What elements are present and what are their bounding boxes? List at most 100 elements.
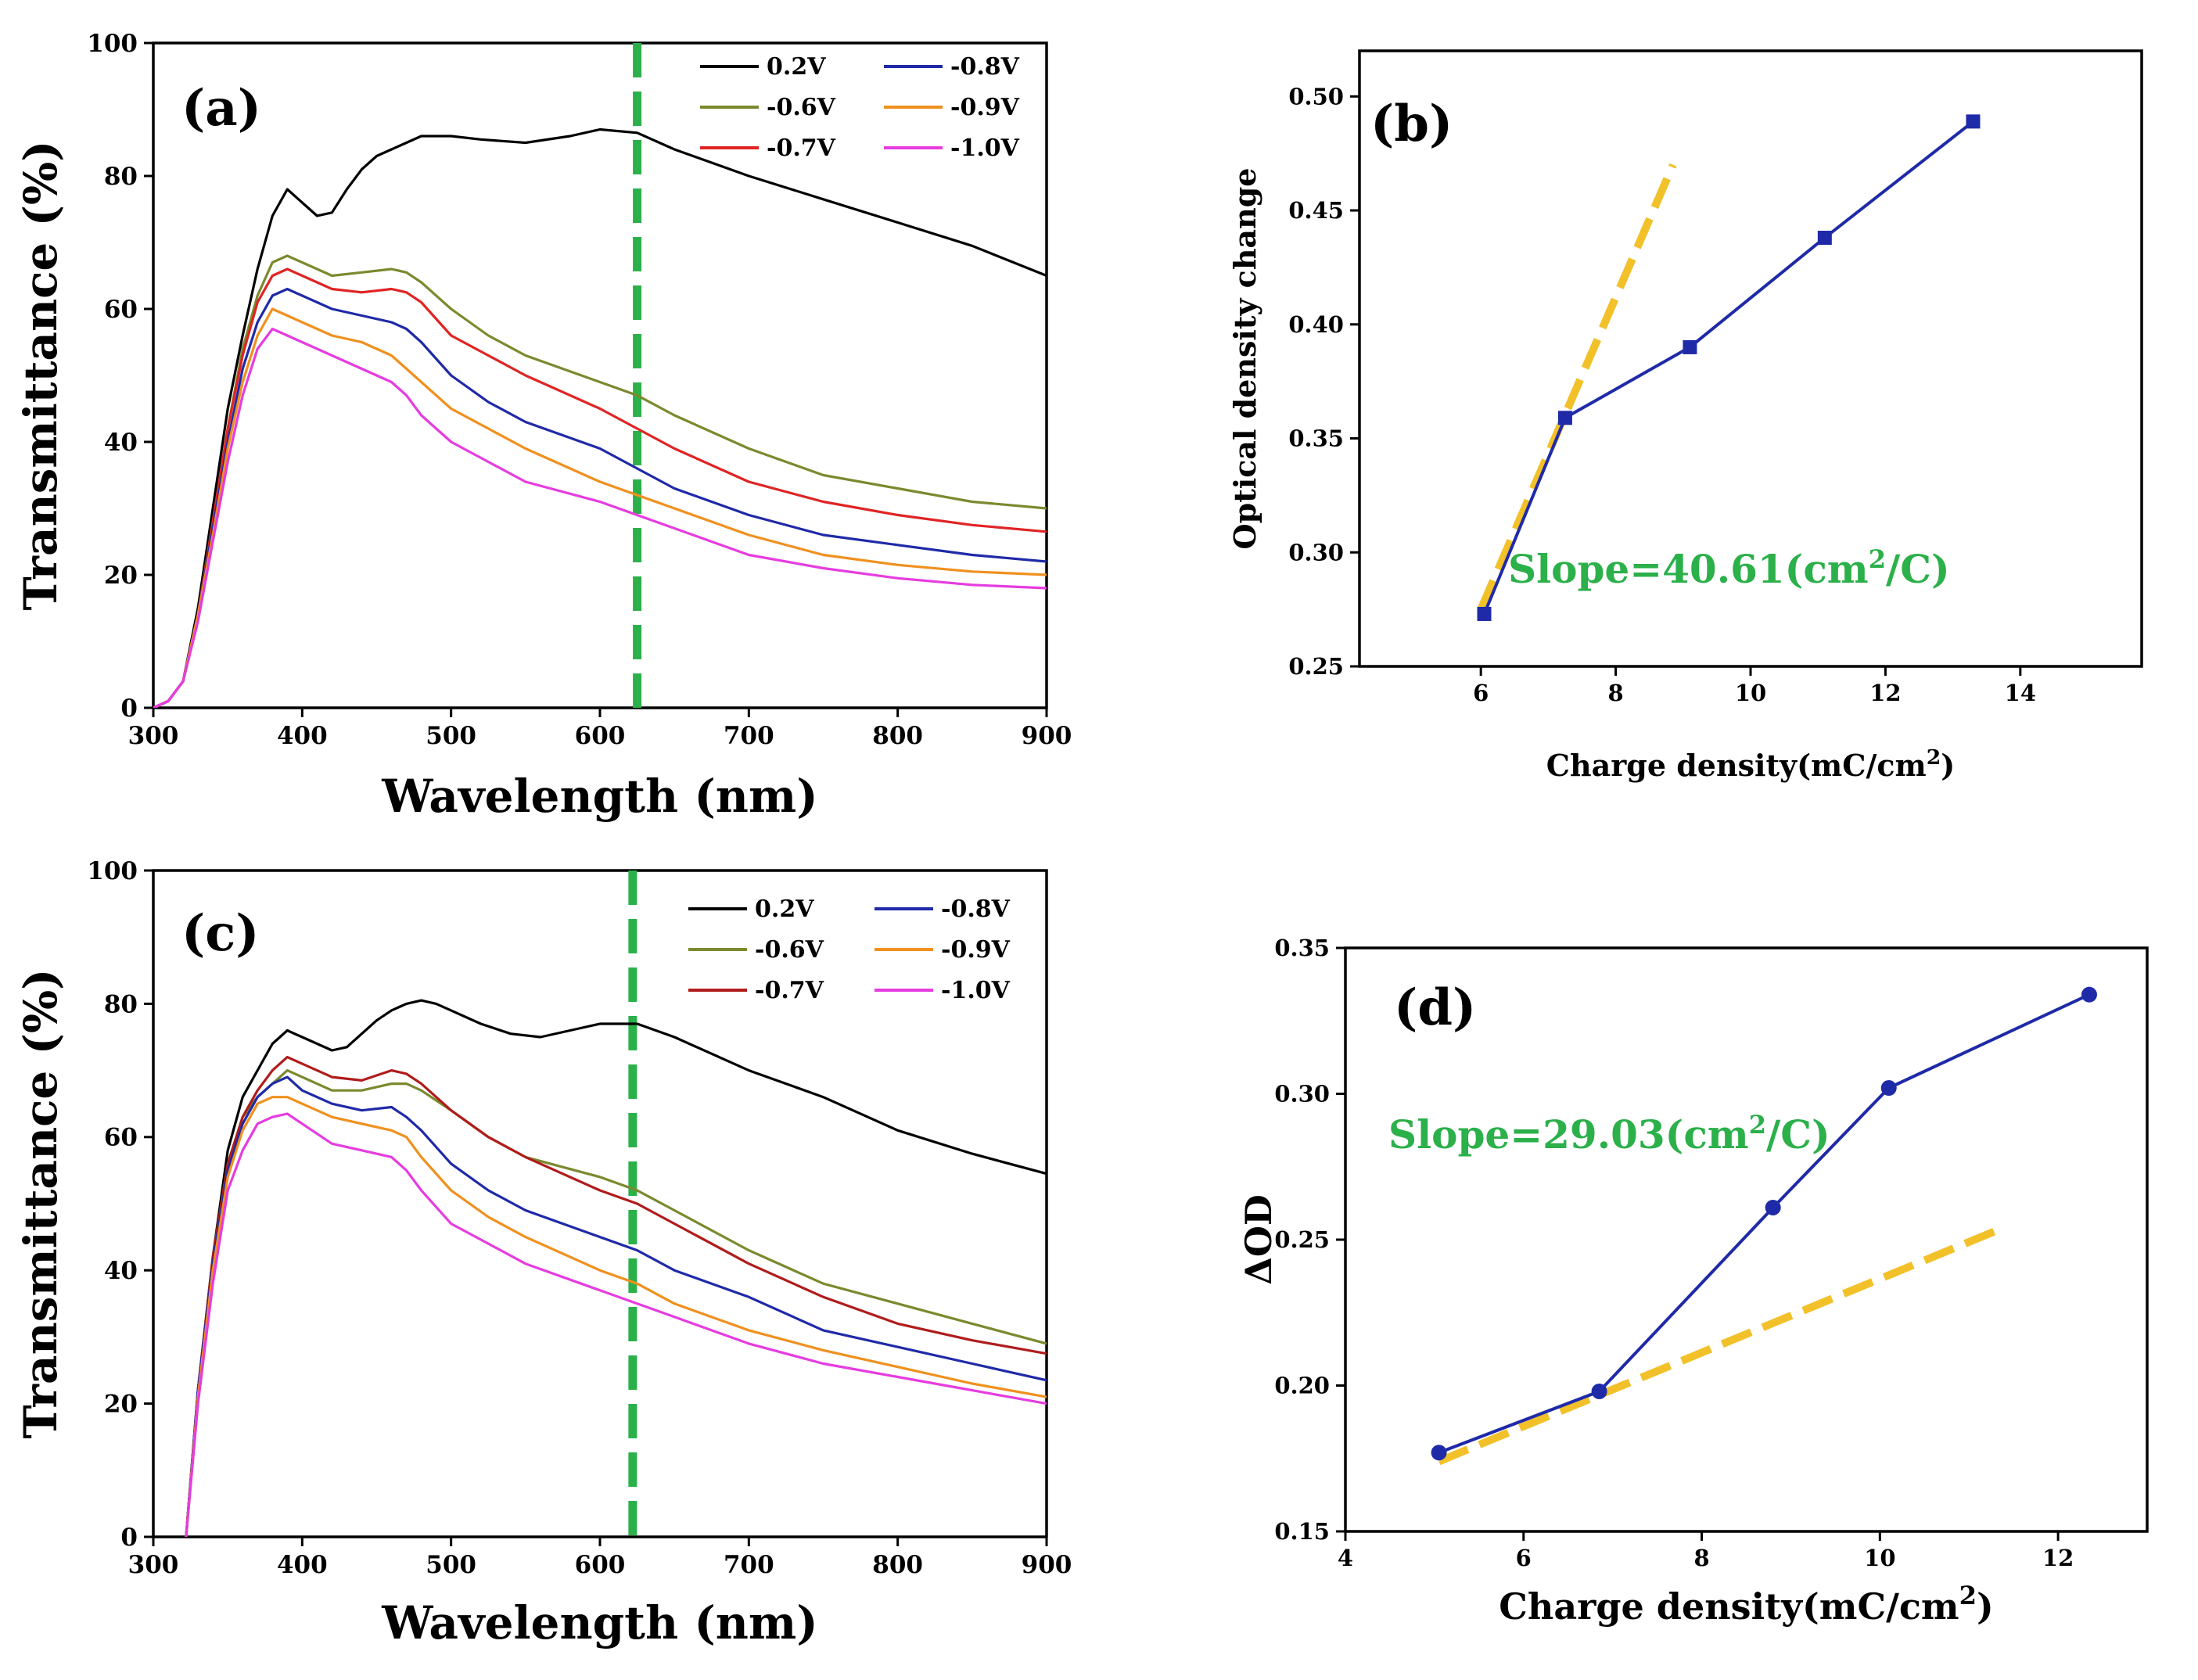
x-tick-label: 10 (1864, 1545, 1895, 1571)
panel-label: (d) (1394, 978, 1476, 1037)
legend-label: 0.2V (755, 896, 814, 923)
legend-label: -0.6V (755, 936, 824, 964)
x-tick-label: 8 (1607, 680, 1623, 706)
slope-annotation: Slope=29.03(cm2/C) (1388, 1110, 1830, 1158)
series-line--0.8V (153, 287, 1047, 708)
series-line--1.0V (185, 1112, 1047, 1537)
y-tick-label: 0.20 (1274, 1373, 1330, 1399)
data-point (1880, 1080, 1897, 1097)
x-tick-label: 300 (128, 1551, 179, 1579)
x-axis-label: Charge density(mC/cm2) (1499, 1581, 1993, 1628)
y-tick-label: 40 (104, 429, 138, 457)
series-line--0.9V (185, 1096, 1047, 1537)
legend: 0.2V -0.8V -0.6V -0.9V -0.7V -1.0V (688, 896, 1011, 1004)
data-point (1557, 411, 1572, 425)
series-line--1.0V (153, 327, 1047, 708)
data-point (1817, 231, 1832, 246)
x-tick-label: 10 (1735, 680, 1766, 706)
x-axis-label: Wavelength (nm) (381, 1596, 818, 1649)
legend-label: -1.0V (941, 977, 1011, 1004)
data-point (2081, 986, 2097, 1003)
x-tick-label: 6 (1473, 680, 1489, 706)
x-axis-label: Wavelength (nm) (381, 770, 818, 823)
x-tick-label: 800 (872, 1551, 923, 1579)
x-tick-label: 500 (426, 1551, 476, 1579)
slope-fit-line (1437, 1227, 1998, 1466)
plot-area (185, 871, 1047, 1537)
x-tick-label: 4 (1338, 1545, 1353, 1571)
x-tick-label: 400 (277, 1551, 328, 1579)
y-tick-label: 0 (120, 695, 138, 723)
y-axis-label: Transmittance (%) (14, 140, 67, 610)
x-tick-label: 6 (1516, 1545, 1532, 1571)
y-tick-label: 20 (104, 562, 138, 590)
data-point (1765, 1199, 1781, 1215)
panel-c: 300 400 500 600 700 800 900 0 20 40 60 80 100 Wavelen… (14, 857, 1072, 1649)
y-tick-label: 60 (104, 1124, 138, 1152)
panel-b: 6 8 10 12 14 0.25 0.30 0.35 0.40 0.45 0.50 Charge d… (1227, 49, 2143, 784)
legend-label: -1.0V (950, 135, 1020, 162)
y-tick-label: 0.35 (1274, 935, 1330, 961)
x-axis-label: Charge density(mC/cm2) (1546, 745, 1955, 784)
y-tick-label: 0.25 (1288, 653, 1344, 680)
x-tick-label: 300 (128, 722, 179, 750)
x-tick-label: 500 (426, 722, 476, 750)
panel-label: (b) (1370, 95, 1453, 153)
panel-label: (c) (181, 904, 260, 963)
legend: 0.2V -0.8V -0.6V -0.9V -0.7V -1.0V (700, 53, 1020, 162)
series-line--0.6V (185, 1068, 1047, 1537)
x-tick-label: 600 (575, 1551, 626, 1579)
series-line-data (1438, 993, 2090, 1455)
y-tick-label: 80 (104, 163, 138, 191)
x-tick-label: 14 (2005, 680, 2036, 706)
y-tick-label: 40 (104, 1257, 138, 1285)
y-tick-label: 0.40 (1288, 311, 1344, 338)
y-tick-label: 100 (87, 857, 138, 885)
y-tick-label: 0 (120, 1524, 138, 1552)
y-tick-label: 100 (87, 30, 138, 58)
series-line--0.9V (153, 307, 1047, 708)
series-line--0.8V (185, 1075, 1047, 1537)
x-tick-label: 400 (277, 722, 328, 750)
y-axis-label: Transmittance (%) (14, 968, 67, 1438)
y-tick-label: 0.50 (1288, 83, 1344, 109)
plot-area (1437, 993, 2090, 1466)
plot-area (1477, 120, 1974, 615)
y-tick-label: 0.25 (1274, 1226, 1330, 1253)
data-point (1591, 1383, 1607, 1399)
data-point (1966, 114, 1981, 129)
y-tick-label: 0.15 (1274, 1518, 1330, 1545)
x-tick-label: 8 (1693, 1545, 1709, 1571)
series-line--0.7V (185, 1055, 1047, 1537)
legend-label: -0.8V (941, 896, 1011, 923)
panel-label: (a) (181, 79, 261, 138)
y-tick-label: 0.30 (1274, 1081, 1330, 1107)
x-tick-label: 900 (1022, 1551, 1072, 1579)
x-tick-label: 900 (1022, 722, 1072, 750)
y-axis-label: Optical density change (1227, 168, 1262, 550)
y-tick-label: 0.35 (1288, 425, 1344, 452)
data-point (1477, 606, 1492, 621)
legend-label: -0.9V (950, 94, 1020, 121)
x-tick-label: 700 (724, 1551, 774, 1579)
x-tick-label: 700 (724, 722, 774, 750)
series-line-data (1482, 120, 1974, 615)
plot-frame (152, 869, 1048, 1538)
y-tick-label: 80 (104, 990, 138, 1018)
y-tick-label: 0.30 (1288, 539, 1344, 565)
x-tick-label: 12 (1869, 680, 1901, 706)
y-tick-label: 60 (104, 296, 138, 324)
y-tick-label: 0.45 (1288, 197, 1344, 224)
data-point (1683, 339, 1697, 354)
legend-label: -0.6V (767, 94, 836, 121)
plot-frame (152, 41, 1048, 709)
slope-fit-line (1477, 163, 1677, 612)
panel-a: 300 400 500 600 700 800 900 0 20 40 60 80 100 Wavelen… (14, 30, 1072, 823)
series-line--0.7V (153, 267, 1047, 708)
legend-label: 0.2V (767, 53, 826, 81)
x-tick-label: 600 (575, 722, 626, 750)
x-tick-label: 800 (872, 722, 923, 750)
data-point (1431, 1445, 1447, 1461)
x-tick-label: 12 (2042, 1545, 2074, 1571)
